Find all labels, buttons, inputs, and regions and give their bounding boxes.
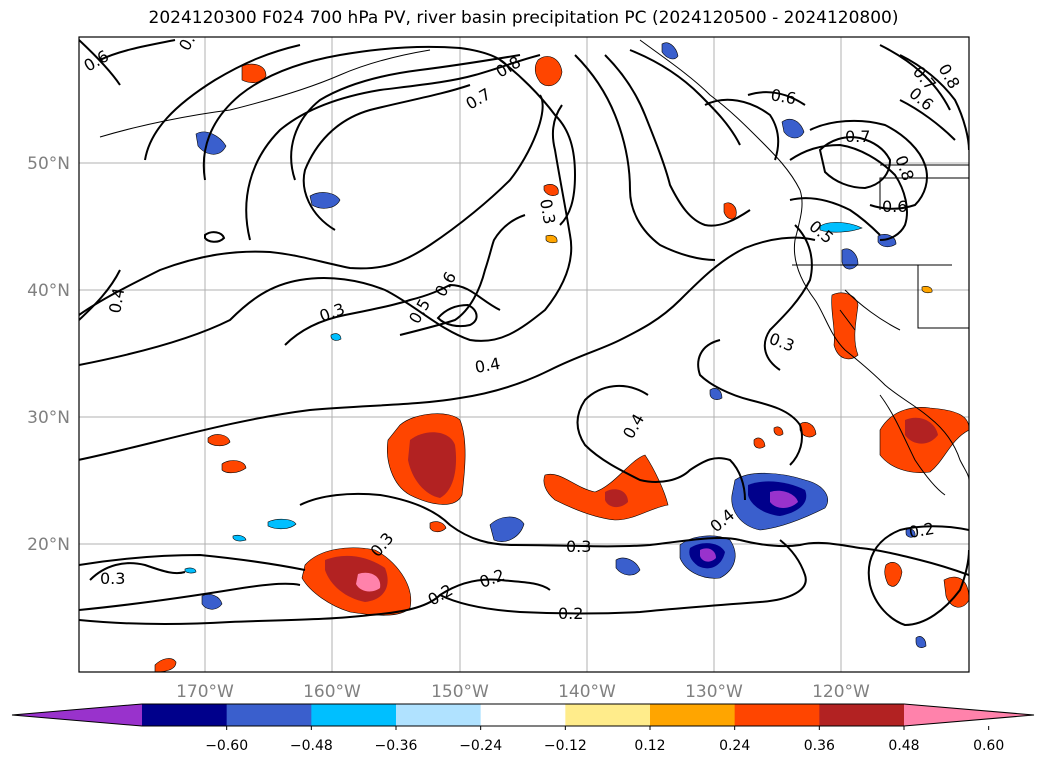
longitude-labels: 170°W 160°W 150°W 140°W 130°W 120°W	[176, 682, 870, 702]
colorbar-segment	[565, 704, 651, 726]
lon-tick-label: 150°W	[431, 682, 489, 702]
colorbar-tick-label: 0.12	[634, 738, 665, 754]
contour-label: 0.4	[105, 286, 128, 314]
lon-tick-label: 140°W	[558, 682, 616, 702]
colorbar-segment	[142, 704, 228, 726]
colorbar-segment	[734, 704, 820, 726]
colorbar-outline	[11, 703, 1035, 727]
colorbar-segment	[311, 704, 397, 726]
map-area	[79, 37, 969, 672]
colorbar-extension-high	[904, 704, 1034, 726]
lat-tick-label: 50°N	[27, 154, 70, 174]
contour-label: 0.6	[769, 85, 797, 108]
colorbar: −0.60 −0.48 −0.36 −0.24 −0.12 0.12 0.24 0.36 0.4…	[11, 703, 1035, 754]
colorbar-segment	[650, 704, 736, 726]
colorbar-tick-label: −0.48	[290, 738, 333, 754]
colorbar-tick-label: 0.36	[804, 738, 835, 754]
colorbar-tick-label: 0.60	[973, 738, 1004, 754]
lat-tick-label: 30°N	[27, 408, 70, 428]
colorbar-tick-label: −0.24	[459, 738, 502, 754]
colorbar-extension-low	[12, 704, 142, 726]
contour-label: 0.3	[536, 197, 559, 225]
pv-contours	[79, 39, 969, 627]
figure-title: 2024120300 F024 700 hPa PV, river basin …	[148, 8, 899, 28]
lat-tick-label: 20°N	[27, 535, 70, 555]
colorbar-tick-label: −0.36	[375, 738, 418, 754]
contour-label: 0.6	[882, 197, 907, 216]
colorbar-segment	[396, 704, 482, 726]
colorbar-segment	[480, 704, 566, 726]
lon-tick-label: 170°W	[176, 682, 234, 702]
lon-tick-label: 160°W	[303, 682, 361, 702]
colorbar-tick-label: −0.12	[544, 738, 587, 754]
contour-label: 0.4	[473, 354, 501, 377]
colorbar-tick-label: 0.24	[719, 738, 750, 754]
lon-tick-label: 120°W	[812, 682, 870, 702]
contour-label: 0.2	[907, 519, 935, 542]
contour-label: 0.7	[845, 127, 870, 146]
contour-label: 0.2	[558, 604, 583, 623]
colorbar-segment	[819, 704, 905, 726]
lat-tick-label: 40°N	[27, 281, 70, 301]
lon-tick-label: 130°W	[685, 682, 743, 702]
contour-label: 0.3	[566, 537, 591, 556]
precipitation-shading	[154, 42, 969, 672]
latitude-labels: 50°N 40°N 30°N 20°N	[27, 154, 70, 555]
colorbar-tick-label: −0.60	[205, 738, 248, 754]
colorbar-tick-label: 0.48	[888, 738, 919, 754]
map-frame	[78, 36, 970, 673]
colorbar-segment	[226, 704, 312, 726]
contour-label: 0.3	[100, 569, 125, 588]
